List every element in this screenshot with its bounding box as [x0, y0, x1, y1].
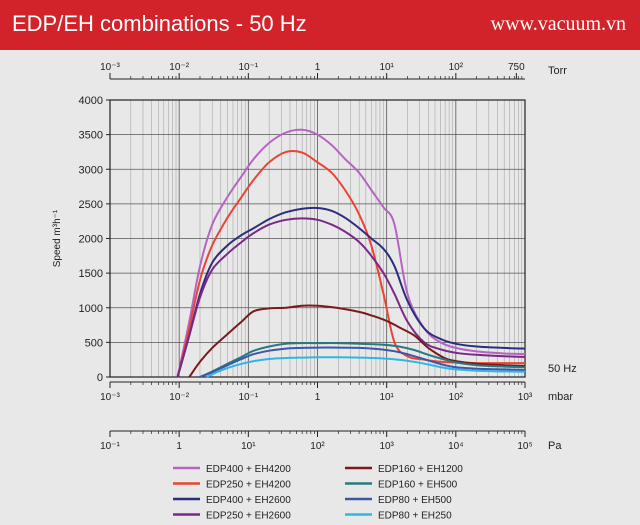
y-tick-label: 2000 — [79, 234, 103, 246]
y-tick-label: 3000 — [79, 164, 103, 176]
pa-tick-label: 10¹ — [241, 441, 256, 452]
mbar-tick-label: 10⁻³ — [100, 392, 120, 403]
torr-tick-label: 750 — [508, 62, 525, 73]
legend-label: EDP400 + EH2600 — [206, 495, 291, 506]
torr-tick-label: 10⁻² — [169, 62, 189, 73]
chart-legend: EDP400 + EH4200 EDP250 + EH4200 EDP400 + E… — [173, 464, 463, 522]
legend-label: EDP80 + EH250 — [378, 511, 452, 522]
torr-tick-label: 10² — [449, 62, 464, 73]
pa-tick-label: 1 — [176, 441, 182, 452]
website-label: www.vacuum.vn — [490, 13, 626, 35]
series-line-8 — [206, 356, 525, 378]
y-tick-label: 3500 — [79, 130, 103, 142]
y-tick-label: 1000 — [79, 303, 103, 315]
mbar-tick-label: 1 — [315, 392, 321, 403]
torr-tick-label: 10⁻¹ — [238, 62, 258, 73]
pa-tick-label: 10⁵ — [517, 441, 532, 452]
chart-axes: 0 500 1000 1500 2000 2500 3000 3500 4000 Speed m³… — [52, 62, 577, 452]
series-line-2 — [176, 149, 525, 378]
pa-tick-label: 10⁻¹ — [100, 441, 120, 452]
series-line-6 — [199, 342, 525, 378]
legend-label: EDP80 + EH500 — [378, 495, 452, 506]
mbar-tick-label: 10¹ — [379, 392, 394, 403]
y-tick-label: 500 — [85, 337, 103, 349]
series-line-1 — [176, 128, 525, 378]
y-tick-label: 4000 — [79, 95, 103, 107]
chart-series — [176, 128, 525, 378]
mbar-tick-label: 10² — [449, 392, 464, 403]
legend-label: EDP250 + EH4200 — [206, 480, 291, 491]
torr-tick-label: 10⁻³ — [100, 62, 120, 73]
pa-tick-label: 10³ — [379, 441, 394, 452]
series-line-7 — [199, 346, 525, 378]
mbar-unit-label: mbar — [548, 391, 573, 403]
pa-tick-label: 10² — [310, 441, 325, 452]
series-line-4 — [176, 217, 525, 378]
y-tick-label: 1500 — [79, 268, 103, 280]
pa-tick-label: 10⁴ — [448, 441, 463, 452]
mbar-tick-label: 10³ — [518, 392, 533, 403]
mbar-tick-label: 10⁻¹ — [238, 392, 258, 403]
frequency-note: 50 Hz — [548, 363, 577, 375]
legend-label: EDP160 + EH500 — [378, 480, 458, 491]
y-tick-label: 0 — [97, 372, 103, 384]
page-title: EDP/EH combinations - 50 Hz — [12, 11, 307, 36]
header-bar: EDP/EH combinations - 50 Hz www.vacuum.v… — [0, 0, 640, 50]
y-tick-label: 2500 — [79, 199, 103, 211]
torr-unit-label: Torr — [548, 65, 567, 77]
legend-label: EDP160 + EH1200 — [378, 464, 463, 475]
chart-grid — [109, 99, 525, 378]
torr-tick-label: 10¹ — [379, 62, 394, 73]
pa-unit-label: Pa — [548, 440, 562, 452]
legend-label: EDP250 + EH2600 — [206, 511, 291, 522]
torr-tick-label: 1 — [315, 62, 321, 73]
mbar-tick-label: 10⁻² — [169, 392, 189, 403]
legend-label: EDP400 + EH4200 — [206, 464, 291, 475]
y-axis-label: Speed m³h⁻¹ — [52, 209, 63, 267]
series-line-3 — [176, 206, 525, 378]
